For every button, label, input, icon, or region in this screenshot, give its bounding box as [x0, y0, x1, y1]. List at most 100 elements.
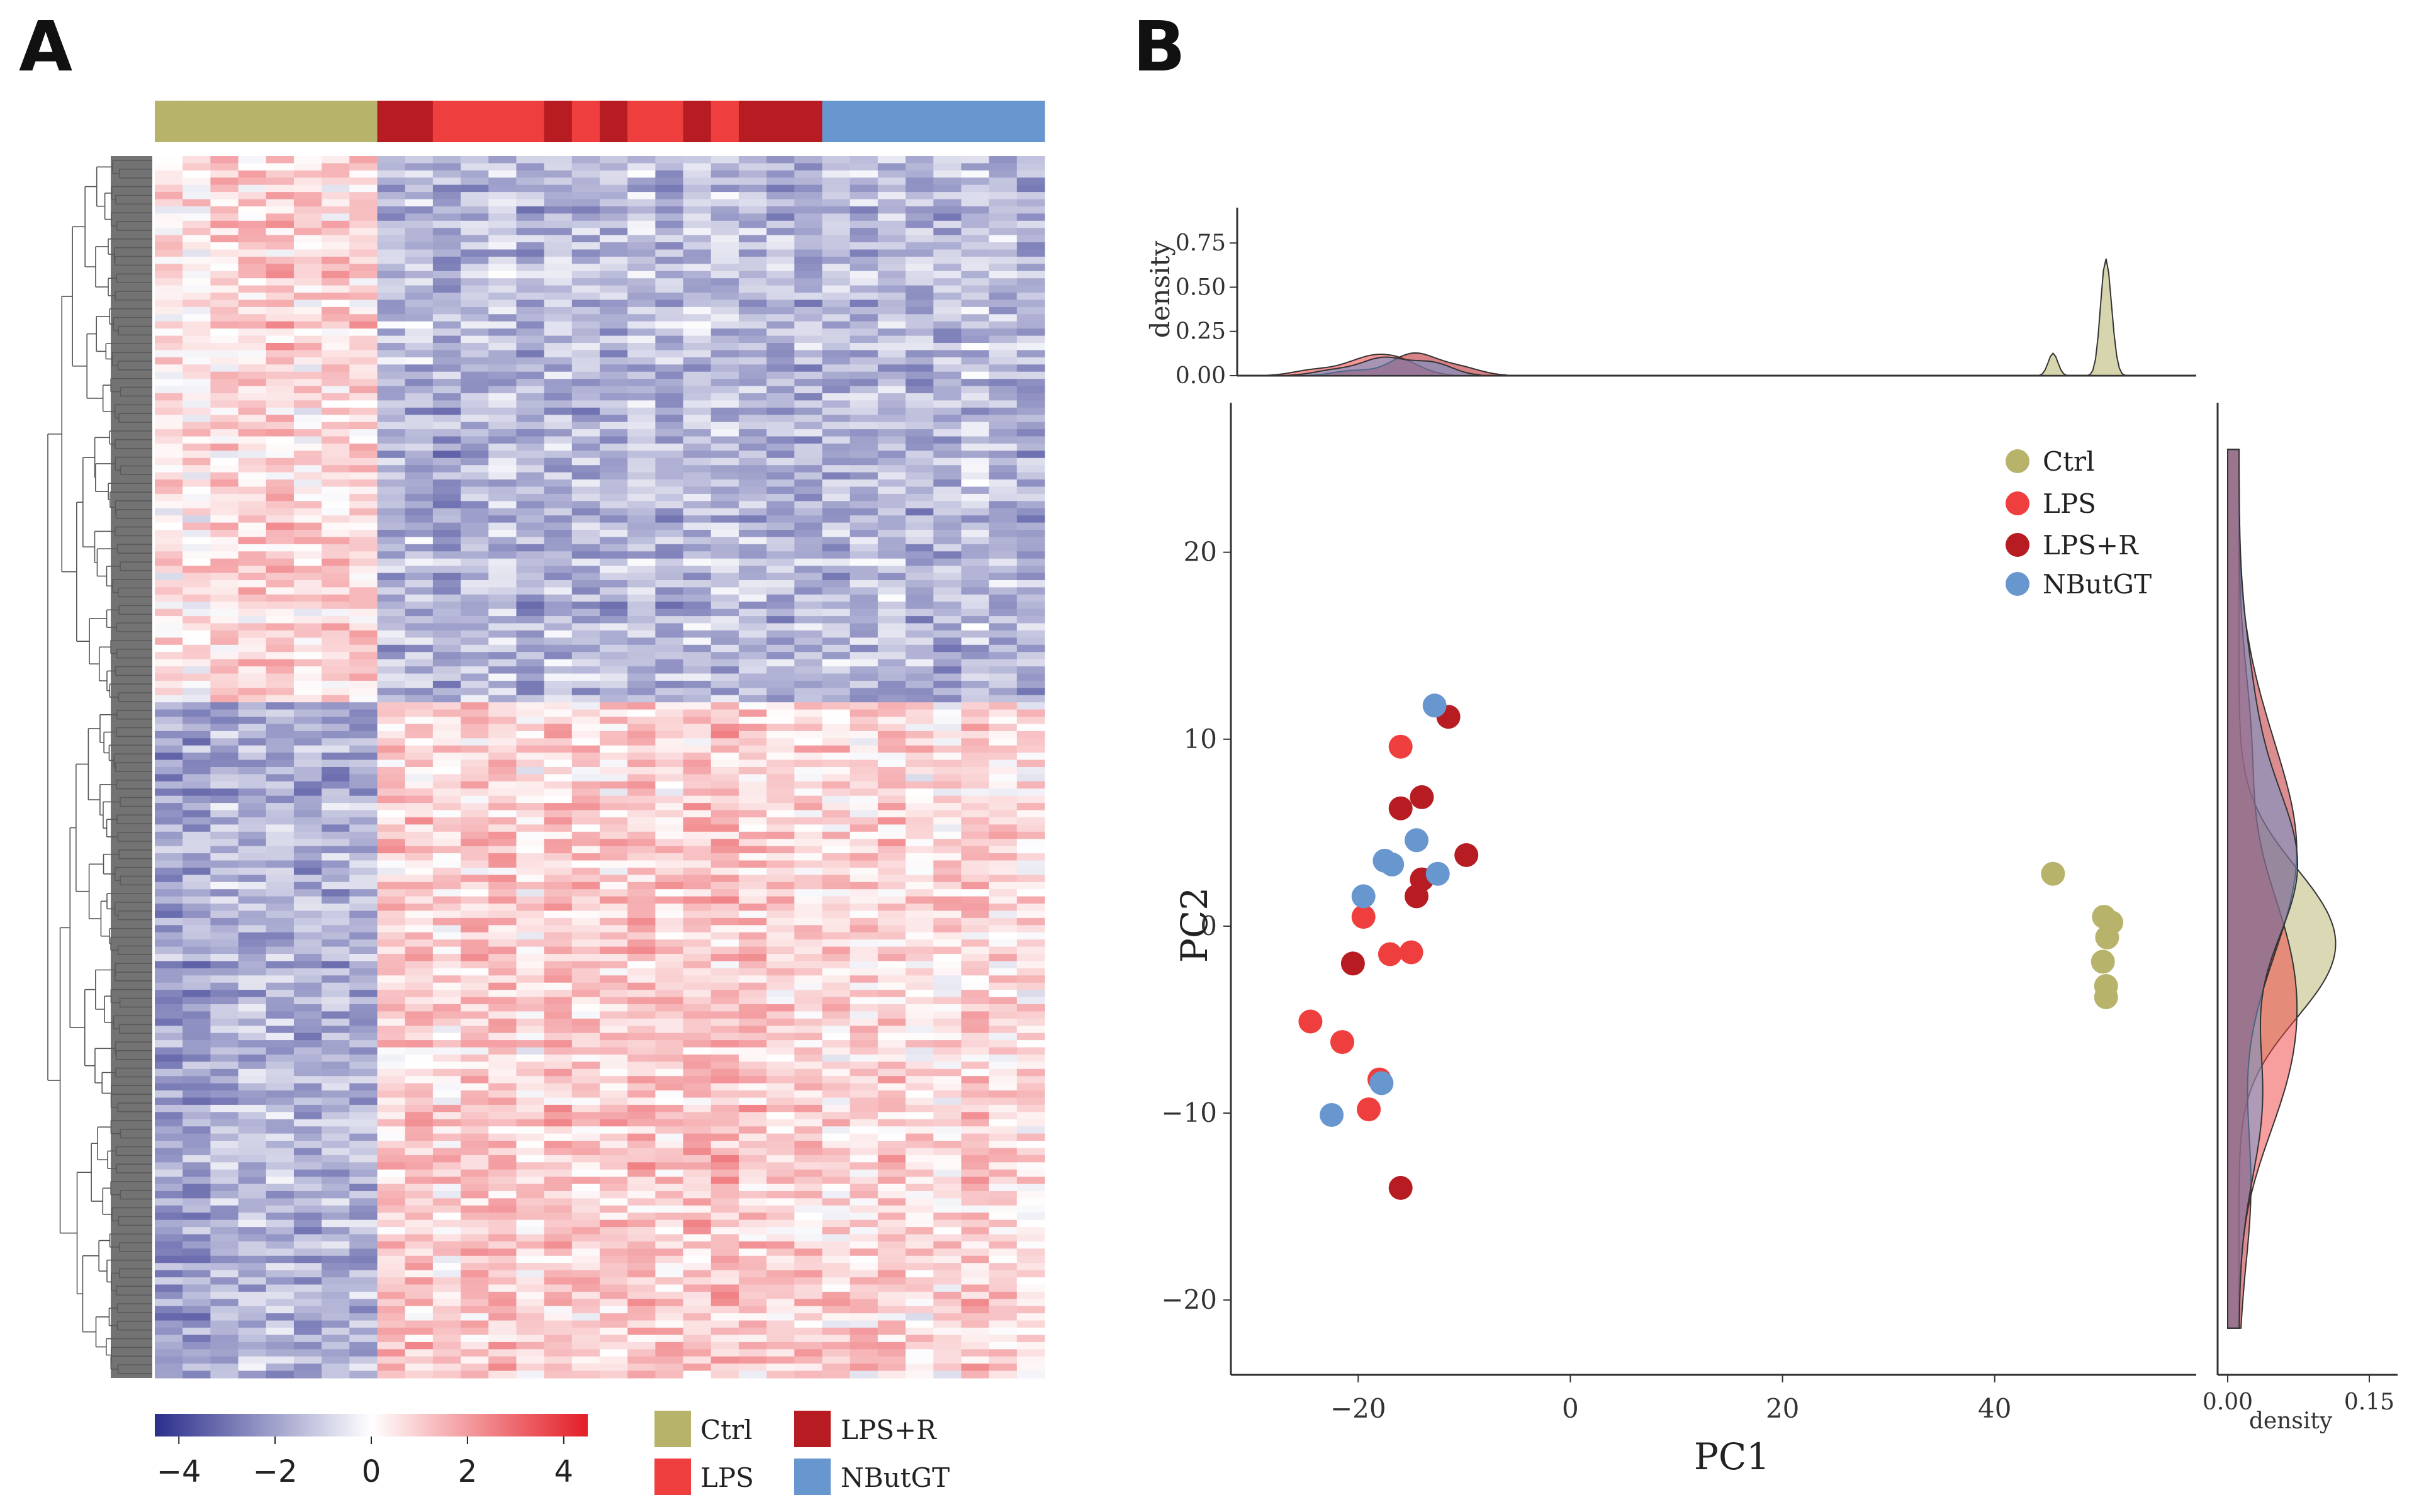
- heatmap-cell: [794, 235, 823, 243]
- heatmap-cell: [349, 817, 378, 825]
- heatmap-cell: [933, 264, 962, 272]
- heatmap-cell: [655, 896, 684, 904]
- heatmap-cell: [933, 824, 962, 832]
- heatmap-cell: [600, 1026, 628, 1034]
- heatmap-cell: [906, 853, 934, 861]
- heatmap-cell: [293, 644, 322, 652]
- heatmap-cell: [989, 637, 1018, 646]
- heatmap-cell: [850, 946, 878, 955]
- heatmap-cell: [182, 364, 211, 372]
- heatmap-cell: [461, 932, 489, 940]
- heatmap-cell: [822, 271, 851, 279]
- heatmap-cell: [266, 946, 295, 955]
- heatmap-cell: [822, 695, 851, 703]
- heatmap-cell: [822, 846, 851, 854]
- heatmap-cell: [600, 1155, 628, 1163]
- heatmap-cell: [850, 652, 878, 660]
- heatmap-cell: [710, 659, 739, 667]
- heatmap-cell: [683, 1104, 712, 1112]
- heatmap-cell: [349, 982, 378, 990]
- heatmap-cell: [766, 946, 795, 955]
- heatmap-cell: [655, 350, 684, 358]
- heatmap-cell: [850, 314, 878, 322]
- heatmap-cell: [293, 889, 322, 897]
- heatmap-cell: [182, 235, 211, 243]
- heatmap-cell: [738, 343, 767, 351]
- heatmap-cell: [1016, 616, 1045, 624]
- heatmap-cell: [182, 415, 211, 423]
- heatmap-cell: [766, 939, 795, 948]
- heatmap-cell: [794, 486, 823, 495]
- heatmap-cell: [877, 486, 906, 495]
- heatmap-cell: [710, 566, 739, 574]
- heatmap-cell: [210, 350, 239, 358]
- heatmap-cell: [266, 1104, 295, 1112]
- heatmap-cell: [293, 666, 322, 675]
- heatmap-cell: [1016, 163, 1045, 171]
- heatmap-cell: [877, 1162, 906, 1170]
- heatmap-cell: [627, 904, 656, 912]
- heatmap-cell: [822, 1104, 851, 1112]
- heatmap-cell: [377, 184, 406, 193]
- heatmap-cell: [266, 788, 295, 797]
- heatmap-cell: [738, 271, 767, 279]
- heatmap-cell: [710, 1076, 739, 1084]
- heatmap-cell: [155, 580, 183, 588]
- heatmap-cell: [544, 659, 573, 667]
- heatmap-cell: [877, 781, 906, 789]
- heatmap-cell: [293, 925, 322, 933]
- heatmap-cell: [155, 1047, 183, 1055]
- heatmap-cell: [544, 371, 573, 379]
- heatmap-cell: [155, 256, 183, 264]
- heatmap-cell: [683, 1133, 712, 1141]
- heatmap-cell: [850, 1076, 878, 1084]
- heatmap-cell: [850, 393, 878, 401]
- heatmap-cell: [655, 724, 684, 732]
- heatmap-cell: [377, 522, 406, 530]
- heatmap-cell: [989, 803, 1018, 811]
- heatmap-cell: [683, 602, 712, 610]
- heatmap-cell: [766, 666, 795, 675]
- heatmap-cell: [377, 1083, 406, 1091]
- heatmap-cell: [683, 1061, 712, 1070]
- heatmap-cell: [571, 846, 600, 854]
- heatmap-cell: [655, 256, 684, 264]
- heatmap-cell: [488, 717, 517, 725]
- heatmap-cell: [655, 199, 684, 207]
- heatmap-cell: [989, 745, 1018, 753]
- heatmap-cell: [155, 1040, 183, 1048]
- heatmap-cell: [266, 652, 295, 660]
- heatmap-cell: [405, 278, 434, 286]
- heatmap-cell: [933, 1148, 962, 1156]
- heatmap-cell: [461, 680, 489, 688]
- heatmap-cell: [1016, 264, 1045, 272]
- heatmap-cell: [544, 293, 573, 301]
- heatmap-cell: [906, 860, 934, 868]
- heatmap-cell: [155, 364, 183, 372]
- heatmap-cell: [877, 623, 906, 631]
- heatmap-cell: [322, 364, 350, 372]
- heatmap-cell: [238, 616, 267, 624]
- heatmap-cell: [933, 350, 962, 358]
- heatmap-cell: [293, 997, 322, 1005]
- heatmap-cell: [544, 990, 573, 998]
- heatmap-cell: [933, 1119, 962, 1127]
- heatmap-cell: [266, 673, 295, 681]
- heatmap-cell: [571, 1141, 600, 1149]
- heatmap-cell: [432, 997, 461, 1005]
- heatmap-cell: [961, 652, 990, 660]
- heatmap-cell: [600, 745, 628, 753]
- heatmap-cell: [210, 1018, 239, 1026]
- heatmap-cell: [1016, 853, 1045, 861]
- heatmap-cell: [293, 637, 322, 646]
- heatmap-cell: [989, 1155, 1018, 1163]
- heatmap-cell: [766, 271, 795, 279]
- heatmap-cell: [293, 1126, 322, 1134]
- heatmap-cell: [516, 594, 545, 602]
- heatmap-cell: [683, 271, 712, 279]
- heatmap-cell: [850, 810, 878, 818]
- heatmap-cell: [738, 795, 767, 804]
- heatmap-cell: [544, 846, 573, 854]
- heatmap-cell: [432, 753, 461, 761]
- heatmap-cell: [961, 608, 990, 617]
